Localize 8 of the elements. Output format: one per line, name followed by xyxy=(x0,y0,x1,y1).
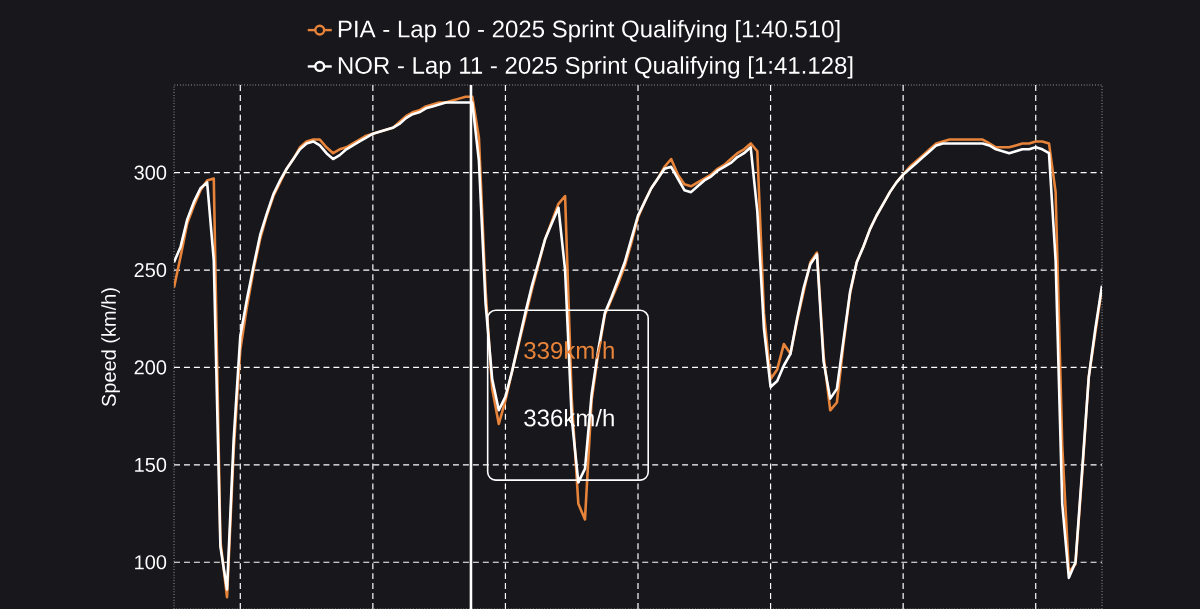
y-tick-label: 300 xyxy=(134,165,167,180)
y-tick-label: 200 xyxy=(134,360,167,375)
legend-label: PIA - Lap 10 - 2025 Sprint Qualifying [1:40.510] xyxy=(338,19,840,43)
y-tick-label: 150 xyxy=(135,457,167,472)
legend-label: NOR - Lap 11 - 2025 Sprint Qualifying [1:41.128] xyxy=(338,56,853,79)
y-tick-label: 250 xyxy=(134,262,167,278)
y-tick-label: 100 xyxy=(135,555,167,570)
y-axis-title: Speed (km/h) xyxy=(101,288,120,407)
